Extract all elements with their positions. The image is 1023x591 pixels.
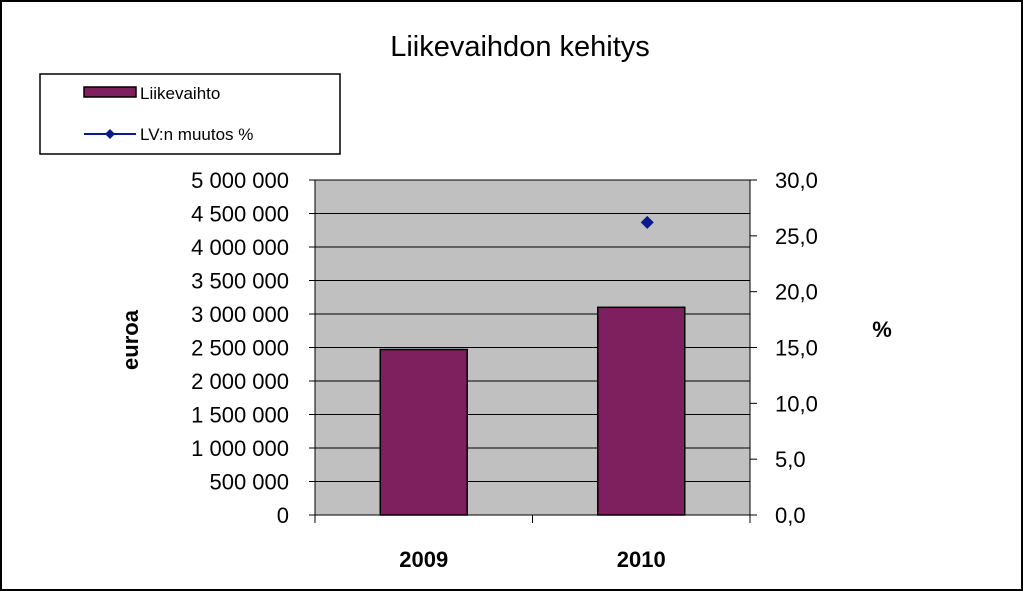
chart-title: Liikevaihdon kehitys <box>390 31 650 63</box>
y2-tick-label: 20,0 <box>775 280 818 305</box>
y2-axis-title: % <box>872 317 892 342</box>
y-tick-label: 4 000 000 <box>191 235 289 260</box>
legend-swatch-bar <box>83 86 137 98</box>
y2-tick-label: 25,0 <box>775 224 818 249</box>
y-tick-label: 3 500 000 <box>191 269 289 294</box>
y-tick-label: 1 500 000 <box>191 403 289 428</box>
y2-tick-label: 5,0 <box>775 447 806 472</box>
legend-label-bar: Liikevaihto <box>140 84 220 103</box>
y-axis-left: 0 500 000 1 000 000 1 500 000 2 000 000 2 500… <box>191 168 316 528</box>
legend: Liikevaihto LV:n muutos % <box>39 73 341 155</box>
bar-2010 <box>597 306 686 516</box>
legend-label-line: LV:n muutos % <box>140 125 253 144</box>
x-tick-label: 2009 <box>399 547 448 572</box>
y-tick-label: 500 000 <box>209 470 289 495</box>
legend-swatch-marker <box>105 129 115 139</box>
y-tick-label: 4 500 000 <box>191 202 289 227</box>
bars <box>379 306 686 516</box>
y-tick-label: 1 000 000 <box>191 436 289 461</box>
y2-tick-label: 10,0 <box>775 391 818 416</box>
y-tick-label: 5 000 000 <box>191 168 289 193</box>
y-axis-title: euroa <box>118 309 143 370</box>
bar-2009 <box>379 348 468 516</box>
y-axis-right: 0,0 5,0 10,0 15,0 20,0 25,0 30,0 <box>749 168 818 528</box>
line-markers <box>640 215 654 229</box>
y-tick-label: 2 000 000 <box>191 369 289 394</box>
line-marker-2010 <box>640 215 654 229</box>
y2-tick-label: 30,0 <box>775 168 818 193</box>
x-tick-label: 2010 <box>617 547 666 572</box>
y2-tick-label: 0,0 <box>775 503 806 528</box>
y-tick-label: 3 000 000 <box>191 302 289 327</box>
x-axis: 2009 2010 <box>314 514 751 572</box>
y-tick-label: 2 500 000 <box>191 336 289 361</box>
y-tick-label: 0 <box>277 503 289 528</box>
y2-tick-label: 15,0 <box>775 336 818 361</box>
